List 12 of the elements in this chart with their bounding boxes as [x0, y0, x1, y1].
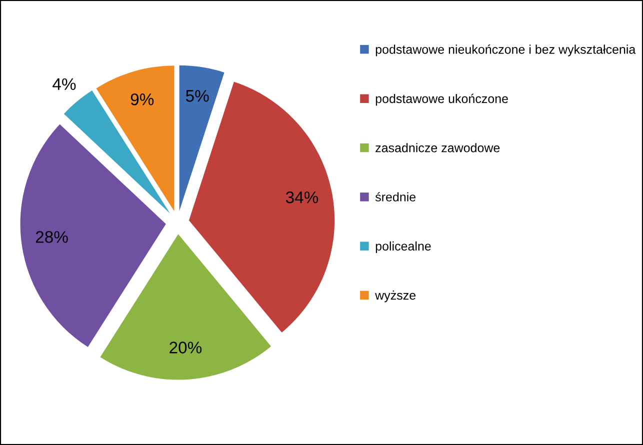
legend-label: policealne	[376, 241, 431, 254]
data-label: 4%	[52, 78, 76, 90]
data-label: 20%	[170, 342, 202, 354]
legend-label: wyższe	[375, 290, 416, 302]
legend-label: zasadnicze zawodowe	[376, 143, 500, 152]
legend-label: podstawowe nieukończone i bez wykształcenia	[376, 44, 636, 56]
data-label: 5%	[186, 90, 209, 102]
data-label: 34%	[286, 191, 318, 204]
legend-label: podstawowe ukończone	[376, 94, 508, 106]
data-label: 9%	[130, 93, 154, 106]
legend-label: średnie	[375, 192, 416, 202]
data-label: 28%	[36, 231, 68, 243]
